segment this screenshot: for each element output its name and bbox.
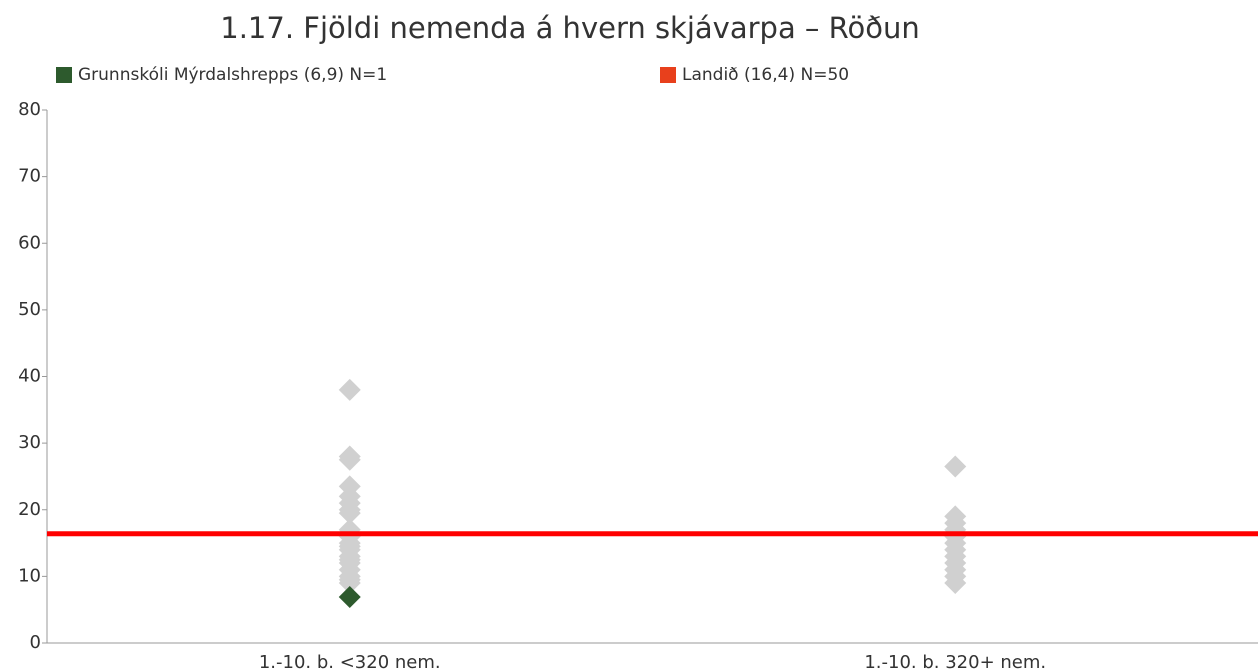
legend-swatch [660,67,676,83]
y-tick-label: 20 [18,499,41,520]
chart-title: 1.17. Fjöldi nemenda á hvern skjávarpa –… [220,11,920,45]
y-tick-label: 70 [18,166,41,187]
y-tick-label: 30 [18,432,41,453]
point [338,586,361,609]
point [338,502,361,525]
y-tick-label: 10 [18,565,41,586]
point [338,378,361,401]
legend-label: Grunnskóli Mýrdalshrepps (6,9) N=1 [78,65,387,85]
x-tick-label: 1.-10. b. 320+ nem. [864,652,1046,672]
point [338,572,361,595]
y-tick-label: 80 [18,99,41,120]
x-tick-label: 1.-10. b. <320 nem. [259,652,441,672]
y-tick-label: 40 [18,366,41,387]
point [338,448,361,471]
y-tick-label: 50 [18,299,41,320]
y-tick-label: 60 [18,232,41,253]
point [944,455,967,478]
legend-swatch [56,67,72,83]
point [944,572,967,595]
legend-label: Landið (16,4) N=50 [682,65,849,85]
y-tick-label: 0 [30,632,41,653]
